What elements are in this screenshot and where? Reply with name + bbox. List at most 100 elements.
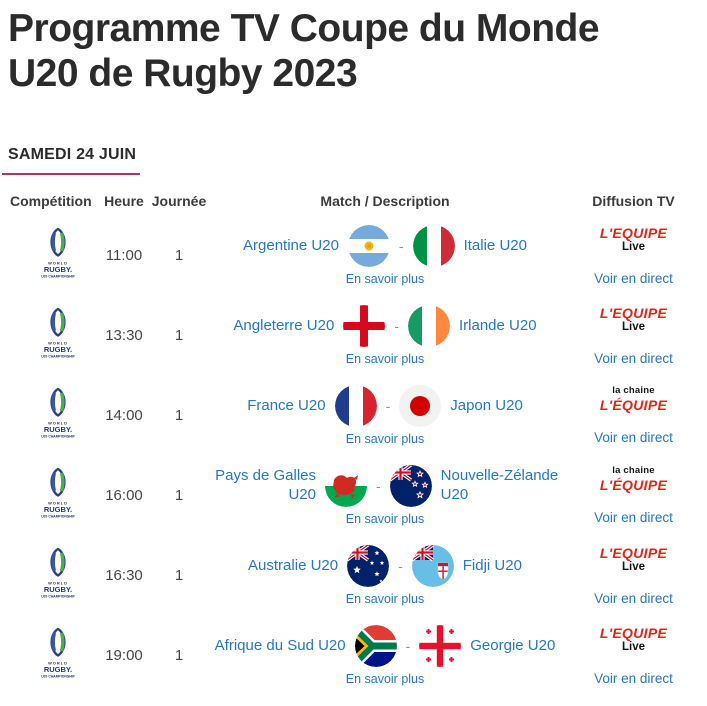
la-chaine-lequipe-logo: la chaine L'ÉQUIPE xyxy=(599,384,668,413)
svg-text:RUGBY.: RUGBY. xyxy=(44,585,72,594)
match-time: 16:30 xyxy=(105,566,143,584)
svg-text:U20 CHAMPIONSHIP: U20 CHAMPIONSHIP xyxy=(41,275,75,279)
column-header-diffusion-tv: Diffusion TV xyxy=(592,193,675,210)
home-team-link[interactable]: Angleterre U20 xyxy=(233,316,335,334)
la-chaine-label: la chaine xyxy=(612,464,655,476)
new-zealand-flag-icon xyxy=(389,464,432,507)
voir-en-direct-link[interactable]: Voir en direct xyxy=(594,591,673,607)
home-team-link[interactable]: Australie U20 xyxy=(248,556,339,574)
away-team-link[interactable]: Nouvelle-Zélande U20 xyxy=(440,467,559,503)
home-team-link[interactable]: Afrique du Sud U20 xyxy=(214,636,346,654)
en-savoir-plus-link[interactable]: En savoir plus xyxy=(345,351,425,366)
fiji-flag-icon xyxy=(411,544,454,587)
lequipe-live-label: Live xyxy=(621,560,645,573)
home-team-link[interactable]: Pays de Galles U20 xyxy=(215,467,316,503)
match-day-number: 1 xyxy=(174,566,184,584)
voir-en-direct-link[interactable]: Voir en direct xyxy=(594,351,673,367)
lequipe-live-logo: L'EQUIPE Live xyxy=(600,305,667,334)
vs-separator: - xyxy=(385,397,391,414)
voir-en-direct-link[interactable]: Voir en direct xyxy=(594,671,673,687)
lequipe-logo: L'EQUIPE xyxy=(599,544,668,561)
japan-flag-icon xyxy=(399,384,442,427)
svg-text:RUGBY.: RUGBY. xyxy=(44,505,72,514)
match-day-number: 1 xyxy=(174,406,184,424)
en-savoir-plus-link[interactable]: En savoir plus xyxy=(345,591,425,606)
svg-text:RUGBY.: RUGBY. xyxy=(44,345,72,354)
italy-flag-icon xyxy=(412,224,455,267)
world-rugby-u20-championship-logo-icon: WORLD RUGBY. U20 CHAMPIONSHIP xyxy=(32,546,84,604)
lequipe-logo: L'ÉQUIPE xyxy=(599,476,668,493)
argentina-flag-icon xyxy=(347,224,390,267)
match-time: 16:00 xyxy=(105,486,143,504)
column-header-journee: Journée xyxy=(151,193,207,210)
voir-en-direct-link[interactable]: Voir en direct xyxy=(594,509,673,525)
lequipe-live-logo: L'EQUIPE Live xyxy=(600,545,667,574)
column-header-heure: Heure xyxy=(104,193,144,210)
away-team-link[interactable]: Fidji U20 xyxy=(462,556,522,574)
table-row: WORLD RUGBY. U20 CHAMPIONSHIP 16:30 1 Au… xyxy=(0,535,707,615)
svg-text:WORLD: WORLD xyxy=(48,261,68,266)
world-rugby-u20-championship-logo-icon: WORLD RUGBY. U20 CHAMPIONSHIP xyxy=(32,226,84,284)
en-savoir-plus-link[interactable]: En savoir plus xyxy=(345,511,425,526)
away-team-link[interactable]: Italie U20 xyxy=(463,236,527,254)
voir-en-direct-link[interactable]: Voir en direct xyxy=(594,429,673,445)
away-team-link[interactable]: Irlande U20 xyxy=(459,316,537,334)
world-rugby-u20-championship-logo-icon: WORLD RUGBY. U20 CHAMPIONSHIP xyxy=(32,386,84,444)
table-row: WORLD RUGBY. U20 CHAMPIONSHIP 11:00 1 Ar… xyxy=(0,215,707,295)
en-savoir-plus-link[interactable]: En savoir plus xyxy=(345,431,425,446)
france-flag-icon xyxy=(334,384,377,427)
vs-separator: - xyxy=(405,637,411,654)
world-rugby-u20-championship-logo-icon: WORLD RUGBY. U20 CHAMPIONSHIP xyxy=(32,626,84,684)
match-day-number: 1 xyxy=(174,246,184,264)
la-chaine-label: la chaine xyxy=(612,384,655,396)
column-header-match-description: Match / Description xyxy=(320,193,450,210)
vs-separator: - xyxy=(398,557,403,574)
ireland-flag-icon xyxy=(408,304,450,347)
section-date-heading: SAMEDI 24 JUIN xyxy=(2,146,141,176)
vs-separator: - xyxy=(376,477,381,494)
match-day-number: 1 xyxy=(174,486,184,504)
table-row: WORLD RUGBY. U20 CHAMPIONSHIP 16:00 1 Pa… xyxy=(0,455,707,535)
lequipe-logo: L'EQUIPE xyxy=(599,224,668,241)
en-savoir-plus-link[interactable]: En savoir plus xyxy=(345,271,425,286)
la-chaine-lequipe-logo: la chaine L'ÉQUIPE xyxy=(599,464,668,493)
away-team-link[interactable]: Georgie U20 xyxy=(470,636,556,654)
svg-text:WORLD: WORLD xyxy=(48,501,68,506)
australia-flag-icon xyxy=(347,544,390,587)
tv-schedule-table-body: WORLD RUGBY. U20 CHAMPIONSHIP 11:00 1 Ar… xyxy=(0,215,707,695)
svg-text:WORLD: WORLD xyxy=(48,421,68,426)
lequipe-live-logo: L'EQUIPE Live xyxy=(600,625,667,654)
vs-separator: - xyxy=(398,237,404,254)
lequipe-logo: L'EQUIPE xyxy=(599,304,668,321)
svg-text:U20 CHAMPIONSHIP: U20 CHAMPIONSHIP xyxy=(41,435,75,439)
svg-text:U20 CHAMPIONSHIP: U20 CHAMPIONSHIP xyxy=(41,515,75,519)
match-day-number: 1 xyxy=(174,326,184,344)
match-time: 13:30 xyxy=(105,326,143,344)
lequipe-live-logo: L'EQUIPE Live xyxy=(600,225,667,254)
wales-flag-icon xyxy=(325,464,367,507)
away-team-link[interactable]: Japon U20 xyxy=(450,396,523,414)
georgia-flag-icon xyxy=(419,624,462,667)
lequipe-logo: L'EQUIPE xyxy=(599,624,668,641)
table-row: WORLD RUGBY. U20 CHAMPIONSHIP 19:00 1 Af… xyxy=(0,615,707,695)
svg-text:WORLD: WORLD xyxy=(48,581,68,586)
home-team-link[interactable]: France U20 xyxy=(247,396,326,414)
world-rugby-u20-championship-logo-icon: WORLD RUGBY. U20 CHAMPIONSHIP xyxy=(32,306,84,364)
svg-text:RUGBY.: RUGBY. xyxy=(44,665,72,674)
lequipe-logo: L'ÉQUIPE xyxy=(599,396,668,413)
match-day-number: 1 xyxy=(174,646,184,664)
world-rugby-u20-championship-logo-icon: WORLD RUGBY. U20 CHAMPIONSHIP xyxy=(32,466,84,524)
home-team-link[interactable]: Argentine U20 xyxy=(243,236,339,254)
table-header-row: Compétition Heure Journée Match / Descri… xyxy=(0,191,707,215)
table-row: WORLD RUGBY. U20 CHAMPIONSHIP 13:30 1 An… xyxy=(0,295,707,375)
vs-separator: - xyxy=(394,317,399,334)
en-savoir-plus-link[interactable]: En savoir plus xyxy=(345,671,425,686)
table-row: WORLD RUGBY. U20 CHAMPIONSHIP 14:00 1 Fr… xyxy=(0,375,707,455)
programme-tv-page: Programme TV Coupe du Monde U20 de Rugby… xyxy=(0,6,707,695)
page-title: Programme TV Coupe du Monde U20 de Rugby… xyxy=(8,7,600,96)
svg-text:RUGBY.: RUGBY. xyxy=(44,425,72,434)
lequipe-live-label: Live xyxy=(621,640,645,653)
column-header-competition: Compétition xyxy=(10,193,92,210)
voir-en-direct-link[interactable]: Voir en direct xyxy=(594,271,673,287)
lequipe-live-label: Live xyxy=(621,320,645,333)
